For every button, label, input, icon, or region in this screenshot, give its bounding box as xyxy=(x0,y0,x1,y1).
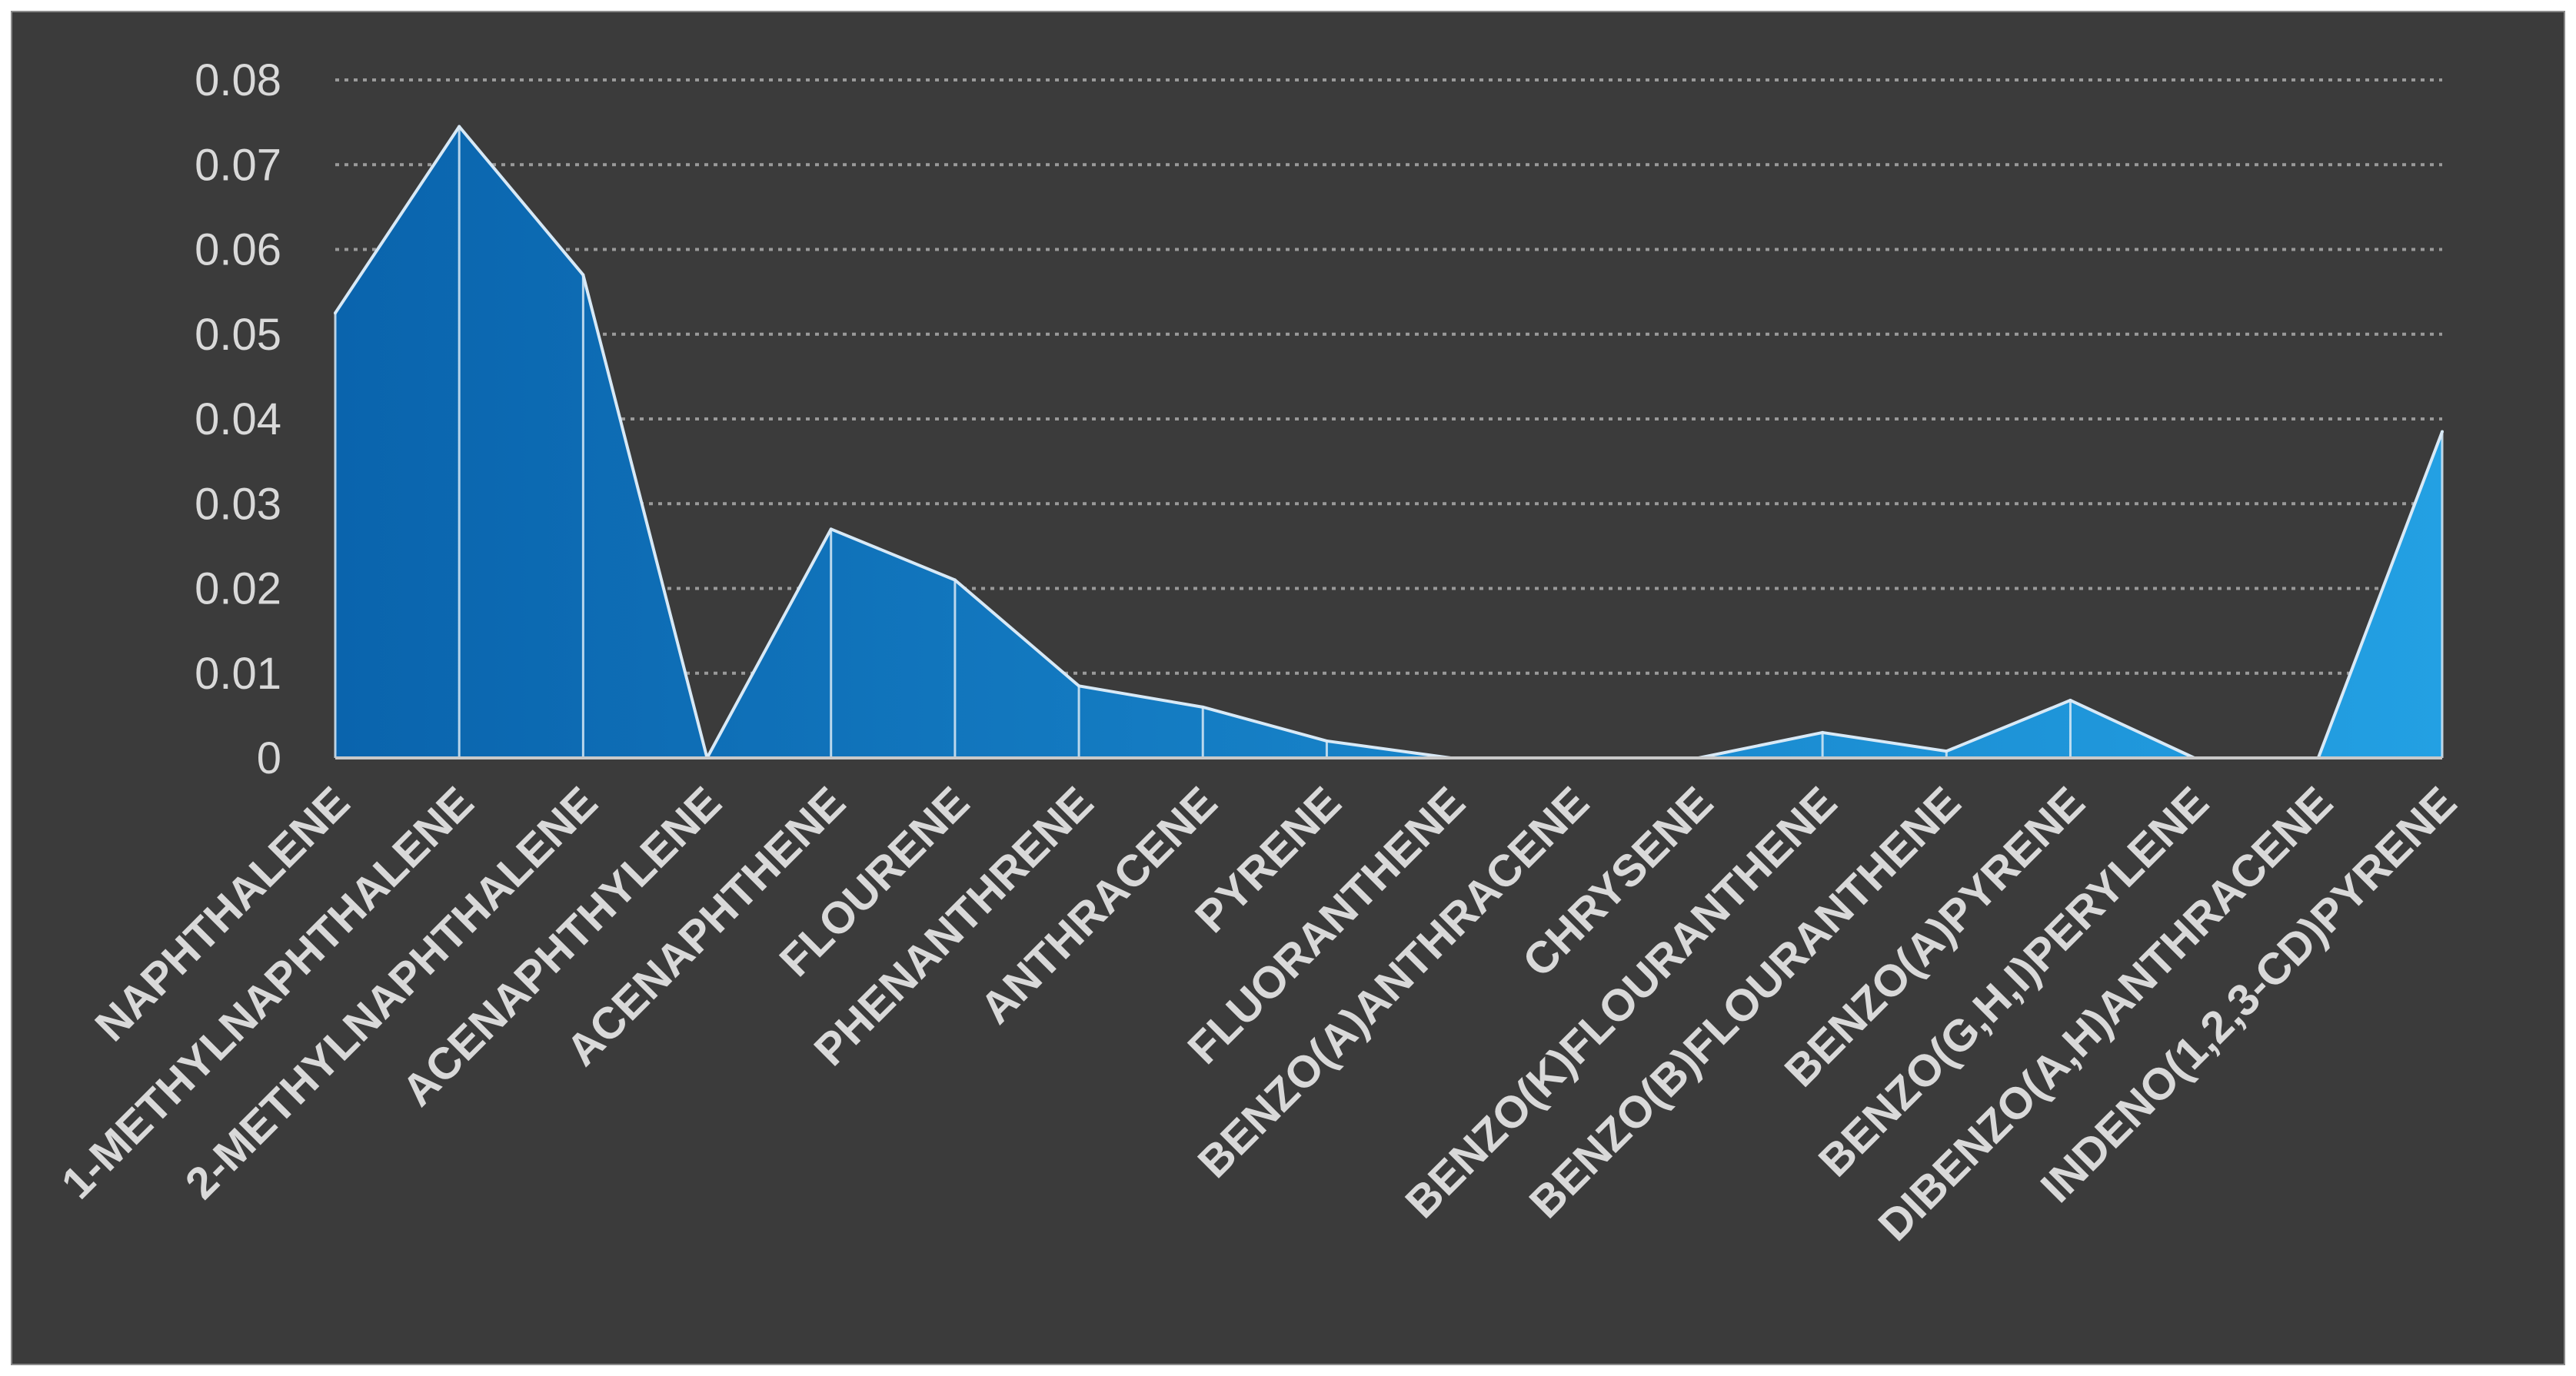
data-point xyxy=(829,527,833,531)
y-tick-label: 0.01 xyxy=(195,649,281,699)
y-tick-label: 0.03 xyxy=(195,479,281,529)
data-point xyxy=(1821,730,1825,734)
area-series xyxy=(334,125,2444,759)
area-fill xyxy=(335,126,2442,758)
y-tick-label: 0.06 xyxy=(195,225,281,275)
data-point xyxy=(1077,684,1081,688)
y-tick-label: 0.04 xyxy=(195,394,281,444)
data-point xyxy=(953,578,957,582)
data-point xyxy=(458,125,461,128)
y-tick-label: 0.05 xyxy=(195,310,281,360)
data-point xyxy=(581,273,585,277)
series-line xyxy=(334,125,2444,759)
data-point xyxy=(2441,430,2444,434)
y-tick-label: 0 xyxy=(257,733,281,783)
gridlines xyxy=(335,78,2442,675)
y-axis-ticks: 0 0.01 0.02 0.03 0.04 0.05 0.06 0.07 0.08 xyxy=(195,55,281,783)
data-point xyxy=(1201,705,1205,709)
x-tick-label: DIBENZO(A,H)ANTHRACENE xyxy=(1869,777,2342,1251)
data-point xyxy=(1325,739,1329,743)
data-point xyxy=(1945,749,1949,753)
data-point xyxy=(334,311,337,315)
y-tick-label: 0.07 xyxy=(195,140,281,190)
x-axis-ticks: NAPHTHALENE1-METHYLNAPHTHALENE2-METHYLNA… xyxy=(52,777,2466,1251)
chart-frame: 0 0.01 0.02 0.03 0.04 0.05 0.06 0.07 0.08 NAPHTH… xyxy=(11,11,2565,1365)
area-chart: 0 0.01 0.02 0.03 0.04 0.05 0.06 0.07 0.08 NAPHTH… xyxy=(52,55,2466,1251)
data-point xyxy=(2068,699,2072,703)
y-tick-label: 0.08 xyxy=(195,55,281,105)
y-tick-label: 0.02 xyxy=(195,564,281,614)
